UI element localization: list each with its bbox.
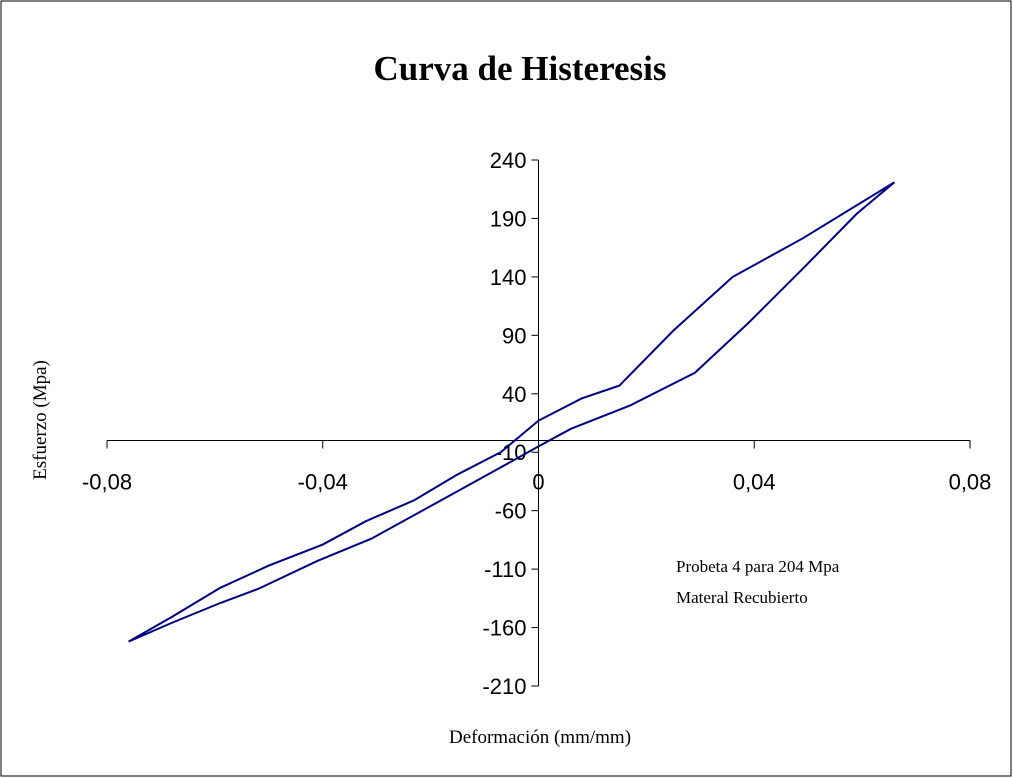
y-tick-label: 190	[490, 206, 527, 231]
x-axis-label: Deformación (mm/mm)	[449, 727, 631, 748]
x-tick-label: -0,08	[82, 470, 132, 495]
x-tick-label: 0,08	[949, 470, 992, 495]
y-tick-label: 240	[490, 148, 527, 173]
x-tick-label: -0,04	[298, 470, 348, 495]
y-tick-label: -60	[495, 499, 527, 524]
chart-title: Curva de Histeresis	[374, 49, 667, 88]
y-tick-label: -210	[482, 674, 526, 699]
data-line	[128, 181, 896, 643]
y-axis-label: Esfuerzo (Mpa)	[30, 360, 51, 480]
annotation: Materal Recubierto	[676, 588, 808, 607]
y-tick-label: -110	[484, 557, 526, 582]
y-tick-label: -160	[482, 616, 526, 641]
annotation: Probeta 4 para 204 Mpa	[676, 557, 840, 576]
y-tick-label: 90	[502, 323, 526, 348]
y-tick-label: 140	[490, 265, 527, 290]
x-tick-label: 0,04	[733, 470, 776, 495]
x-tick-label: 0	[532, 470, 544, 495]
y-tick-label: 40	[502, 382, 526, 407]
